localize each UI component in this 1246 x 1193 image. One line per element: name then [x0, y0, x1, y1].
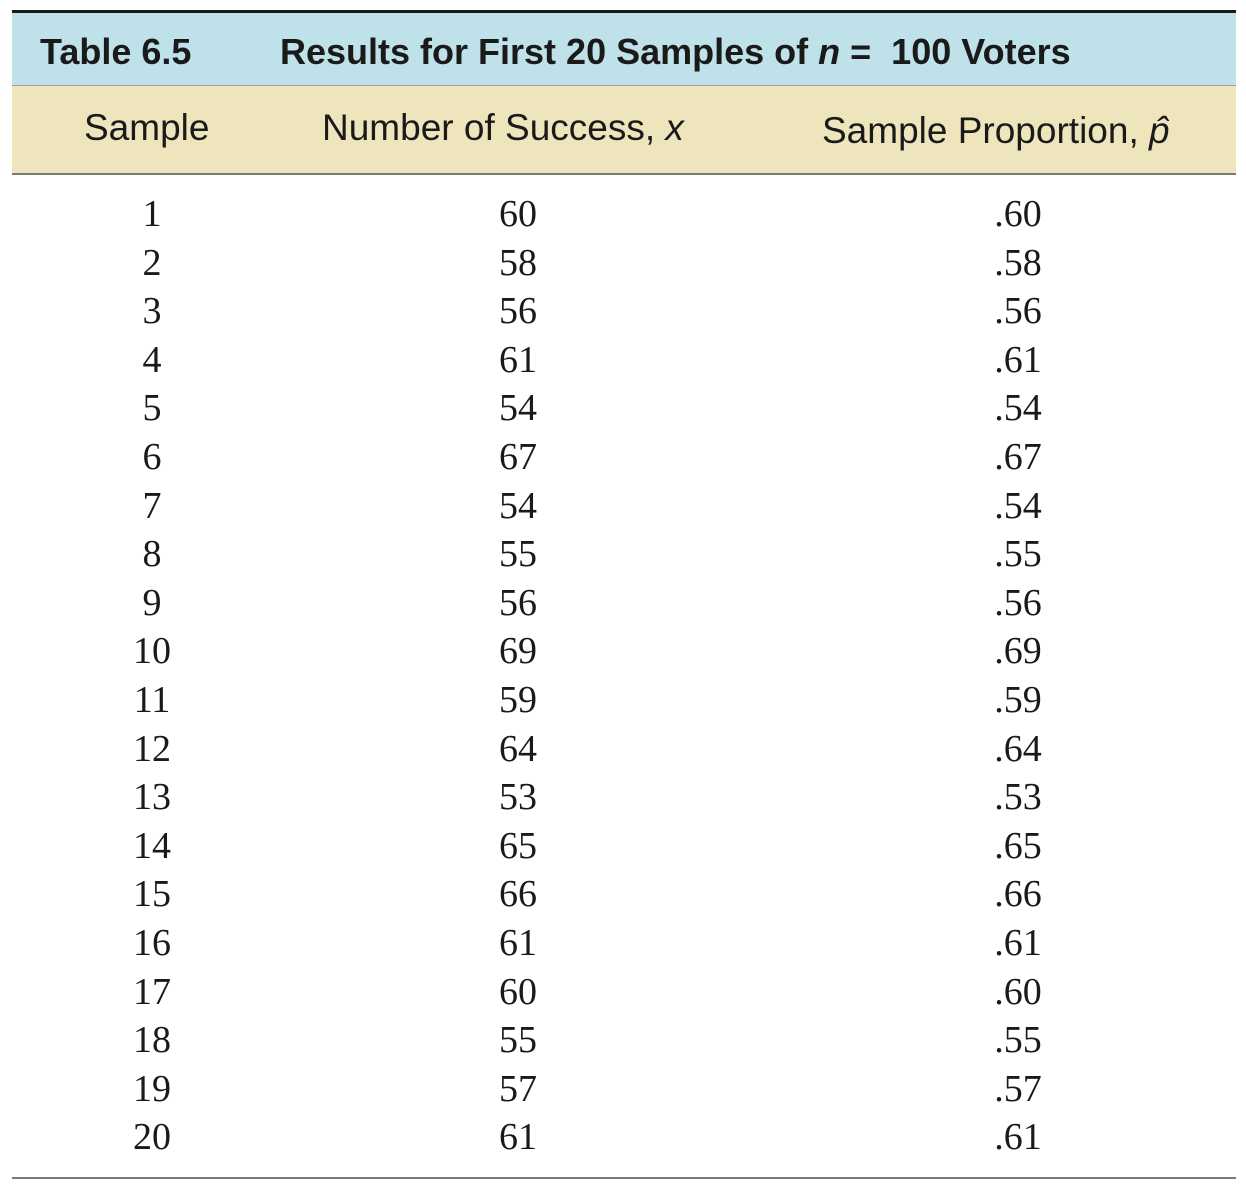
- proportion-cell: .64: [994, 727, 1042, 770]
- proportion-cell: .56: [994, 290, 1042, 333]
- table-row: 16 61 .61: [12, 919, 1236, 968]
- proportion-cell: .66: [994, 873, 1042, 916]
- proportion-cell: .61: [994, 338, 1042, 381]
- top-rule: [12, 10, 1236, 13]
- successes-cell: 54: [499, 387, 537, 430]
- table-row: 15 66 .66: [12, 870, 1236, 919]
- bottom-rule: [12, 1177, 1236, 1179]
- sample-cell: 19: [133, 1067, 171, 1110]
- caption-prefix: Results for First 20 Samples of: [280, 31, 819, 72]
- successes-cell: 69: [499, 630, 537, 673]
- successes-cell: 58: [499, 241, 537, 284]
- column-header-row: Sample Number of Success, x Sample Propo…: [12, 85, 1236, 173]
- sample-cell: 10: [133, 630, 171, 673]
- proportion-cell: .61: [994, 922, 1042, 964]
- table-row: 5 54.54: [12, 384, 1236, 433]
- sample-cell: 4: [142, 338, 162, 381]
- column-header-successes: Number of Success, x: [322, 86, 684, 170]
- sample-cell: 17: [133, 970, 171, 1013]
- proportion-cell: .60: [994, 970, 1042, 1013]
- table-row: 2 58.58: [12, 239, 1236, 288]
- proportion-cell: .55: [994, 1019, 1042, 1062]
- sample-cell: 13: [133, 776, 171, 819]
- successes-cell: 65: [499, 824, 537, 867]
- successes-cell: 60: [499, 970, 537, 1013]
- table-row: 3 56.56: [12, 287, 1236, 336]
- sample-cell: 18: [133, 1019, 171, 1062]
- table-row: 20 61 .61: [12, 1113, 1236, 1162]
- proportion-cell: .54: [994, 484, 1042, 527]
- successes-cell: 56: [499, 581, 537, 624]
- successes-cell: 61: [499, 1116, 537, 1159]
- sample-cell: 20: [133, 1116, 171, 1159]
- caption-suffix: = 100 Voters: [840, 31, 1071, 72]
- proportion-variable: p̂: [1149, 110, 1170, 151]
- sample-cell: 9: [142, 581, 162, 624]
- successes-variable: x: [665, 107, 684, 148]
- sample-cell: 7: [142, 484, 162, 527]
- successes-cell: 61: [499, 922, 537, 964]
- sample-cell: 5: [142, 387, 162, 430]
- table-row: 18 55 .55: [12, 1016, 1236, 1065]
- table-row: 4 61.61: [12, 336, 1236, 385]
- table-number: Table 6.5: [40, 31, 192, 72]
- table-row: 12 64 .64: [12, 725, 1236, 774]
- table-row: 11 59 .59: [12, 676, 1236, 725]
- sample-cell: 1: [142, 193, 162, 235]
- proportion-cell: .59: [994, 679, 1042, 721]
- table-row: 8 55.55: [12, 530, 1236, 579]
- proportion-cell: .60: [994, 193, 1042, 235]
- table-row: 17 60 .60: [12, 968, 1236, 1017]
- successes-cell: 55: [499, 533, 537, 576]
- proportion-label: Sample Proportion,: [822, 110, 1150, 151]
- header-rule: [12, 173, 1236, 175]
- successes-cell: 67: [499, 436, 537, 478]
- proportion-cell: .54: [994, 387, 1042, 430]
- title-bar: Table 6.5 Results for First 20 Samples o…: [12, 13, 1236, 85]
- successes-cell: 61: [499, 338, 537, 381]
- sample-cell: 12: [133, 727, 171, 770]
- proportion-cell: .69: [994, 630, 1042, 673]
- proportion-cell: .65: [994, 824, 1042, 867]
- proportion-cell: .53: [994, 776, 1042, 819]
- sample-cell: 6: [142, 436, 162, 478]
- proportion-cell: .61: [994, 1116, 1042, 1159]
- table-caption: Results for First 20 Samples of n = 100 …: [280, 13, 1071, 91]
- table-row: 6 67.67: [12, 433, 1236, 482]
- column-header-sample: Sample: [84, 107, 210, 148]
- proportion-cell: .56: [994, 581, 1042, 624]
- table-body: 1 60.60 2 58.58 3 56.56 4 61.61 5 54.54 6 67.67 7 54.…: [12, 175, 1236, 1180]
- proportion-cell: .58: [994, 241, 1042, 284]
- successes-cell: 64: [499, 727, 537, 770]
- table-row: 13 53 .53: [12, 773, 1236, 822]
- successes-cell: 66: [499, 873, 537, 916]
- successes-cell: 55: [499, 1019, 537, 1062]
- table-row: 7 54.54: [12, 482, 1236, 531]
- table-row: 9 56.56: [12, 579, 1236, 628]
- table-row: 1 60.60: [12, 190, 1236, 239]
- sample-cell: 8: [142, 533, 162, 576]
- sample-cell: 16: [133, 922, 171, 964]
- successes-cell: 53: [499, 776, 537, 819]
- table-row: 19 57 .57: [12, 1065, 1236, 1114]
- successes-cell: 56: [499, 290, 537, 333]
- sample-cell: 14: [133, 824, 171, 867]
- successes-cell: 54: [499, 484, 537, 527]
- successes-cell: 57: [499, 1067, 537, 1110]
- proportion-cell: .67: [994, 436, 1042, 478]
- table-row: 14 65 .65: [12, 822, 1236, 871]
- sample-cell: 15: [133, 873, 171, 916]
- sample-cell: 2: [142, 241, 162, 284]
- successes-cell: 59: [499, 679, 537, 721]
- successes-label: Number of Success,: [322, 107, 666, 148]
- column-header-proportion: Sample Proportion, p̂: [822, 89, 1170, 173]
- sample-cell: 3: [142, 290, 162, 333]
- data-table: Table 6.5 Results for First 20 Samples o…: [12, 10, 1236, 1180]
- proportion-cell: .57: [994, 1067, 1042, 1110]
- caption-variable: n: [818, 31, 841, 72]
- table-row: 10 69 .69: [12, 627, 1236, 676]
- successes-cell: 60: [499, 193, 537, 235]
- sample-cell: 11: [133, 679, 171, 721]
- proportion-cell: .55: [994, 533, 1042, 576]
